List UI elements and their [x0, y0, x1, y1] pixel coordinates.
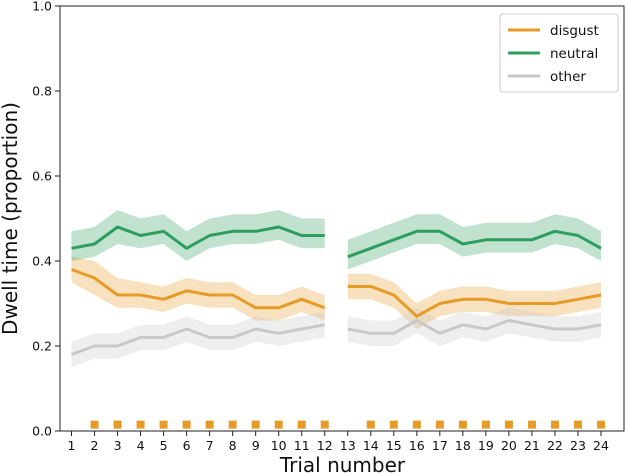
x-tick-label: 4	[137, 438, 145, 453]
line-disgust	[70, 268, 326, 310]
trial-marker	[596, 420, 605, 429]
trial-marker	[251, 420, 260, 429]
axis-tick-labels: 1 2 3 4 5 6 7 8 9 10 11 12 13 14 15 16 17 18 19 20 21 22 23 240…	[32, 0, 609, 453]
trial-marker	[504, 420, 513, 429]
x-tick-label: 7	[206, 438, 214, 453]
x-tick-label: 8	[229, 438, 237, 453]
x-tick-label: 10	[271, 438, 287, 453]
trial-marker	[90, 420, 99, 429]
y-tick-label: 0.4	[32, 254, 52, 269]
line-disgust	[347, 285, 602, 318]
series-lines	[70, 225, 602, 356]
plot-frame	[59, 5, 625, 432]
line-neutral	[347, 229, 602, 259]
x-tick-label: 13	[340, 438, 356, 453]
y-axis-label: Dwell time (proportion)	[0, 102, 22, 335]
trial-marker	[412, 420, 421, 429]
x-tick-label: 15	[386, 438, 402, 453]
x-tick-label: 12	[317, 438, 333, 453]
trial-marker	[389, 420, 398, 429]
trial-marker	[366, 420, 375, 429]
trial-marker	[205, 420, 214, 429]
y-tick-label: 0.0	[32, 424, 52, 439]
trial-marker	[527, 420, 536, 429]
legend-box	[499, 13, 619, 93]
x-tick-label: 22	[547, 438, 563, 453]
trial-marker	[297, 420, 306, 429]
x-tick-label: 19	[478, 438, 494, 453]
line-other	[70, 323, 325, 356]
legend-label-neutral: neutral	[550, 46, 598, 62]
x-tick-label: 11	[294, 438, 310, 453]
x-tick-label: 20	[501, 438, 517, 453]
band-disgust	[71, 256, 325, 321]
legend-label-disgust: disgust	[550, 23, 599, 39]
y-tick-label: 1.0	[32, 0, 52, 14]
x-tick-label: 5	[160, 438, 168, 453]
band-other	[71, 312, 325, 368]
x-tick-label: 18	[455, 438, 471, 453]
x-tick-label: 17	[432, 438, 448, 453]
trial-marker	[274, 420, 283, 429]
trial-marker	[573, 420, 582, 429]
trial-marker	[320, 420, 329, 429]
x-tick-label: 16	[409, 438, 425, 453]
x-tick-label: 14	[363, 438, 379, 453]
x-tick-label: 2	[91, 438, 99, 453]
x-tick-label: 6	[183, 438, 191, 453]
trial-marker	[550, 420, 559, 429]
x-tick-label: 1	[68, 438, 76, 453]
line-other	[347, 319, 602, 335]
trial-markers	[90, 420, 605, 429]
axis-ticks	[55, 5, 602, 436]
trial-marker	[113, 420, 122, 429]
trial-marker	[481, 420, 490, 429]
x-tick-label: 23	[570, 438, 586, 453]
x-tick-label: 24	[593, 438, 609, 453]
trial-marker	[136, 420, 145, 429]
trial-marker	[182, 420, 191, 429]
y-tick-label: 0.8	[32, 84, 52, 99]
trial-marker	[435, 420, 444, 429]
trial-marker	[159, 420, 168, 429]
x-axis-label: Trial number	[279, 453, 406, 476]
x-tick-label: 21	[524, 438, 540, 453]
y-tick-label: 0.2	[32, 339, 52, 354]
y-tick-label: 0.6	[32, 169, 52, 184]
band-disgust	[347, 273, 601, 329]
legend: disgust neutral other	[499, 13, 619, 93]
legend-label-other: other	[550, 69, 586, 85]
trial-marker	[458, 420, 467, 429]
trial-marker	[228, 420, 237, 429]
line-neutral	[71, 225, 325, 250]
x-tick-label: 9	[252, 438, 260, 453]
x-tick-label: 3	[114, 438, 122, 453]
band-neutral	[71, 210, 325, 261]
